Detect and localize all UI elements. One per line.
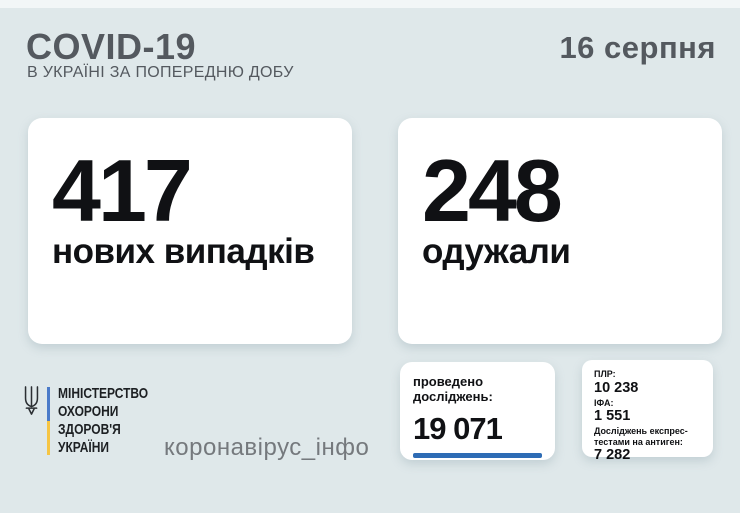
breakdown-item-ifa: ІФА: 1 551 — [594, 398, 703, 425]
flag-yellow — [47, 421, 50, 455]
page-title: COVID-19 — [26, 26, 197, 67]
new-cases-card: 417 нових випадків — [28, 118, 352, 344]
recovered-value: 248 — [422, 141, 563, 240]
ifa-value: 1 551 — [594, 408, 631, 424]
tests-value: 19 071 — [413, 411, 503, 446]
flag-blue — [47, 387, 50, 421]
top-strip — [0, 0, 740, 8]
plr-value: 10 238 — [594, 379, 639, 396]
ifa-label: ІФА: — [594, 397, 614, 408]
antigen-value: 7 282 — [594, 447, 631, 463]
ukraine-flag-bar — [47, 387, 50, 455]
plr-label: ПЛР: — [594, 369, 616, 379]
accent-underline — [413, 453, 542, 458]
page-subtitle: В УКРАЇНІ ЗА ПОПЕРЕДНЮ ДОБУ — [27, 64, 294, 81]
breakdown-item-plr: ПЛР: 10 238 — [594, 369, 703, 396]
new-cases-value: 417 — [52, 141, 193, 240]
ukraine-trident-icon — [23, 386, 40, 420]
ministry-line: МІНІСТЕРСТВО — [58, 385, 149, 402]
breakdown-item-antigen: Досліджень експрес-тестами на антиген: 7… — [594, 426, 703, 463]
ministry-line: УКРАЇНИ — [58, 439, 110, 456]
tests-card: проведено досліджень: 19 071 — [400, 362, 555, 460]
report-date: 16 серпня — [559, 30, 716, 65]
channel-handle: коронавірус_інфо — [164, 434, 370, 461]
ministry-line: ОХОРОНИ — [58, 403, 119, 420]
ministry-line: ЗДОРОВ'Я — [58, 421, 121, 438]
ministry-name: МІНІСТЕРСТВО ОХОРОНИ ЗДОРОВ'Я УКРАЇНИ — [58, 385, 148, 457]
new-cases-label: нових випадків — [52, 232, 315, 271]
tests-breakdown-card: ПЛР: 10 238 ІФА: 1 551 Досліджень експре… — [582, 360, 713, 463]
tests-label: проведено досліджень: — [413, 374, 493, 404]
antigen-label: Досліджень експрес-тестами на антиген: — [594, 426, 688, 447]
recovered-label: одужали — [422, 232, 571, 271]
recovered-card: 248 одужали — [398, 118, 722, 344]
